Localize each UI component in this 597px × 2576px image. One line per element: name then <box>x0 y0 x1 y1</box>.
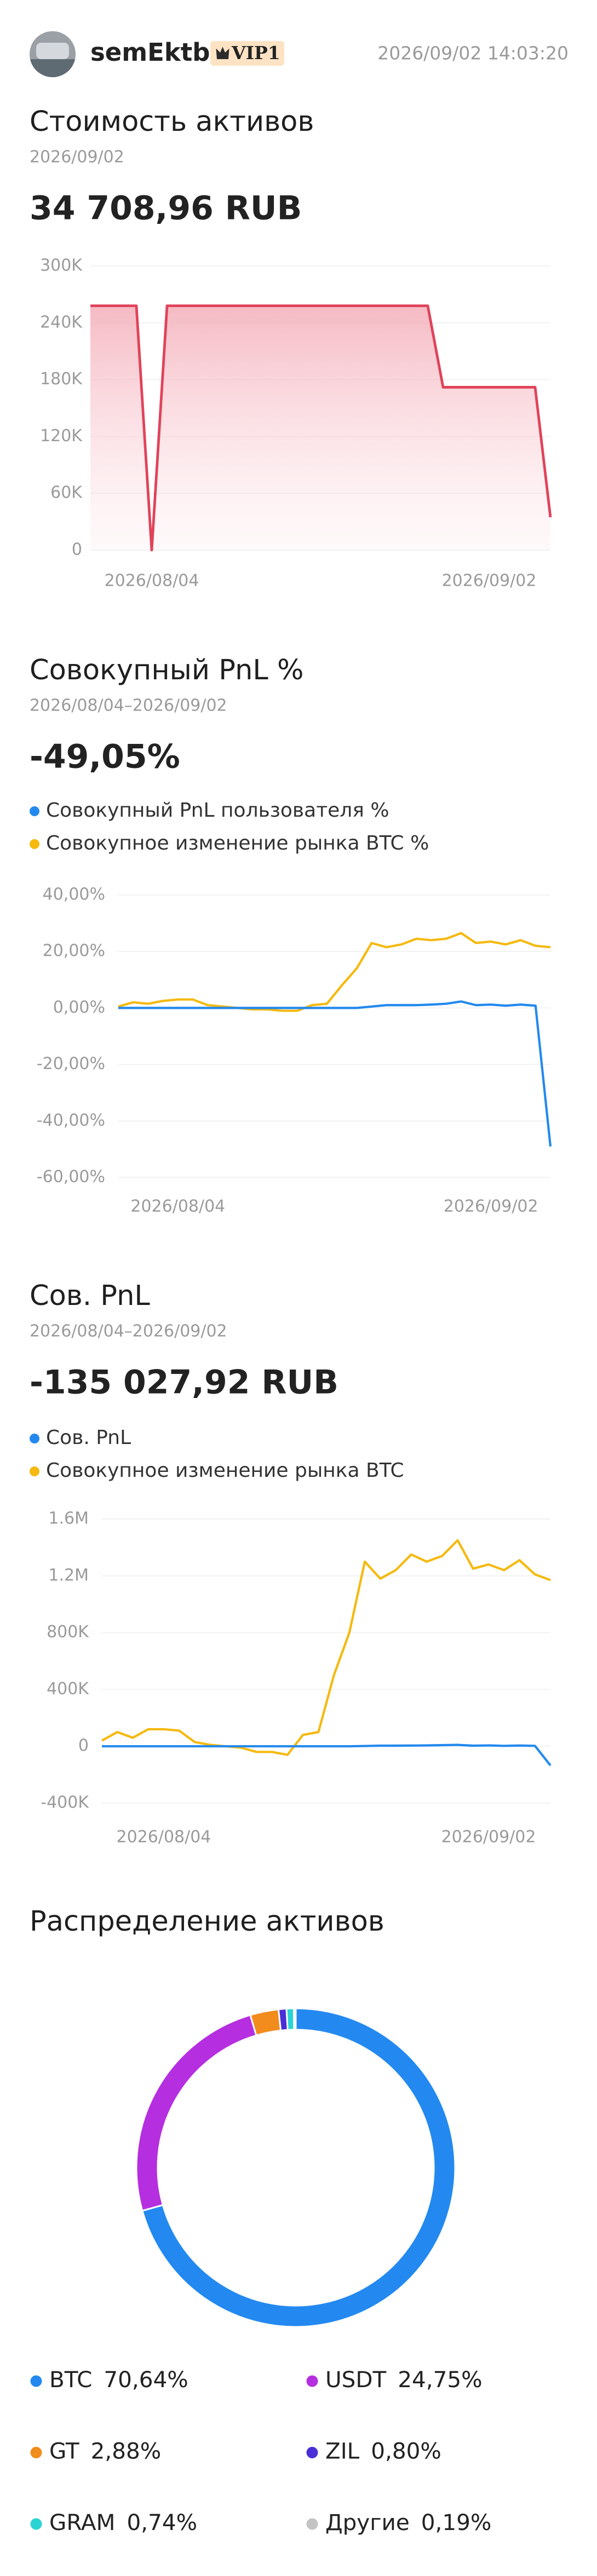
donut-segment <box>141 2007 456 2328</box>
section-title: Стоимость активов <box>30 106 314 138</box>
x-tick-label: 2026/08/04 <box>105 571 199 590</box>
vip-badge <box>210 41 285 66</box>
legend-dot <box>30 1466 40 1476</box>
section-title: Сов. PnL <box>30 1280 150 1312</box>
y-tick-label: 300K <box>40 256 83 275</box>
section-total: 34 708,96 RUB <box>30 189 302 228</box>
legend-dot <box>30 839 40 849</box>
x-tick-label: 2026/09/02 <box>442 571 537 590</box>
legend-label: Совокупное изменение рынка BTC % <box>46 832 429 854</box>
y-tick-label: 800K <box>47 1622 89 1642</box>
y-tick-label: 180K <box>40 369 83 389</box>
y-tick-label: 0 <box>78 1736 89 1755</box>
legend-value: 70,64% <box>104 2366 188 2393</box>
section-title: Распределение активов <box>30 1905 384 1938</box>
legend-dot <box>306 2375 318 2387</box>
legend-label: Сов. PnL <box>46 1426 131 1449</box>
x-tick-label: 2026/08/04 <box>130 1197 225 1216</box>
y-tick-label: -40,00% <box>37 1111 105 1130</box>
legend-value: 2,88% <box>91 2438 162 2464</box>
section-subtitle: 2026/08/04–2026/09/02 <box>30 1321 227 1341</box>
y-tick-label: 60K <box>50 483 83 503</box>
donut-segment <box>285 2007 295 2031</box>
area-fill <box>90 305 551 550</box>
legend-dot <box>306 2446 318 2458</box>
legend-value: 0,74% <box>127 2509 197 2535</box>
y-tick-label: 1.6M <box>48 1509 89 1528</box>
legend-label: GT <box>49 2438 79 2464</box>
legend-label: Совокупное изменение рынка BTC <box>46 1459 404 1482</box>
legend-dot <box>30 806 40 816</box>
legend-dot <box>30 1433 40 1443</box>
timestamp: 2026/09/02 14:03:20 <box>377 42 569 63</box>
section-title: Совокупный PnL % <box>30 654 303 686</box>
legend-label: USDT <box>325 2366 387 2393</box>
legend-dot <box>306 2518 318 2530</box>
section-total: -135 027,92 RUB <box>30 1364 338 1402</box>
y-tick-label: 20,00% <box>43 942 105 961</box>
line <box>101 1539 551 1756</box>
y-tick-label: 0 <box>72 540 82 559</box>
username: semEktb <box>90 38 210 67</box>
line <box>118 932 551 1012</box>
y-tick-label: 120K <box>40 426 83 446</box>
x-tick-label: 2026/09/02 <box>444 1197 538 1216</box>
section-subtitle: 2026/09/02 <box>30 147 124 166</box>
donut-segment <box>249 2008 282 2037</box>
avatar[interactable] <box>30 31 76 79</box>
line <box>90 304 552 552</box>
legend-value: 0,19% <box>421 2509 492 2535</box>
badge-label: VIP1 <box>231 42 280 63</box>
legend-dot <box>30 2446 42 2458</box>
legend-label: BTC <box>49 2366 92 2393</box>
y-tick-label: 240K <box>40 313 83 332</box>
x-tick-label: 2026/08/04 <box>117 1827 211 1846</box>
y-tick-label: -20,00% <box>37 1054 105 1073</box>
x-tick-label: 2026/09/02 <box>441 1827 536 1846</box>
legend-label: Совокупный PnL пользователя % <box>46 799 389 822</box>
section-total: -49,05% <box>30 738 180 776</box>
legend-dot <box>30 2375 42 2387</box>
line <box>102 1743 552 1766</box>
badge-crown <box>216 47 229 59</box>
y-tick-label: 400K <box>47 1679 89 1699</box>
legend-value: 24,75% <box>398 2366 482 2393</box>
legend-label: Другие <box>325 2509 410 2535</box>
y-tick-label: 40,00% <box>43 885 105 904</box>
legend-dot <box>30 2518 42 2530</box>
legend-value: 0,80% <box>371 2438 441 2464</box>
section-subtitle: 2026/08/04–2026/09/02 <box>30 696 227 715</box>
legend-label: GRAM <box>49 2509 115 2535</box>
donut-segment <box>135 2014 257 2212</box>
legend-label: ZIL <box>325 2438 360 2464</box>
y-tick-label: -400K <box>41 1793 89 1812</box>
avatar-shape <box>36 42 70 59</box>
donut-segment <box>293 2007 297 2031</box>
y-tick-label: -60,00% <box>37 1167 105 1186</box>
y-tick-label: 1.2M <box>48 1566 89 1585</box>
y-tick-label: 0,00% <box>53 998 105 1017</box>
avatar-shape <box>30 59 76 77</box>
line <box>118 1000 552 1147</box>
